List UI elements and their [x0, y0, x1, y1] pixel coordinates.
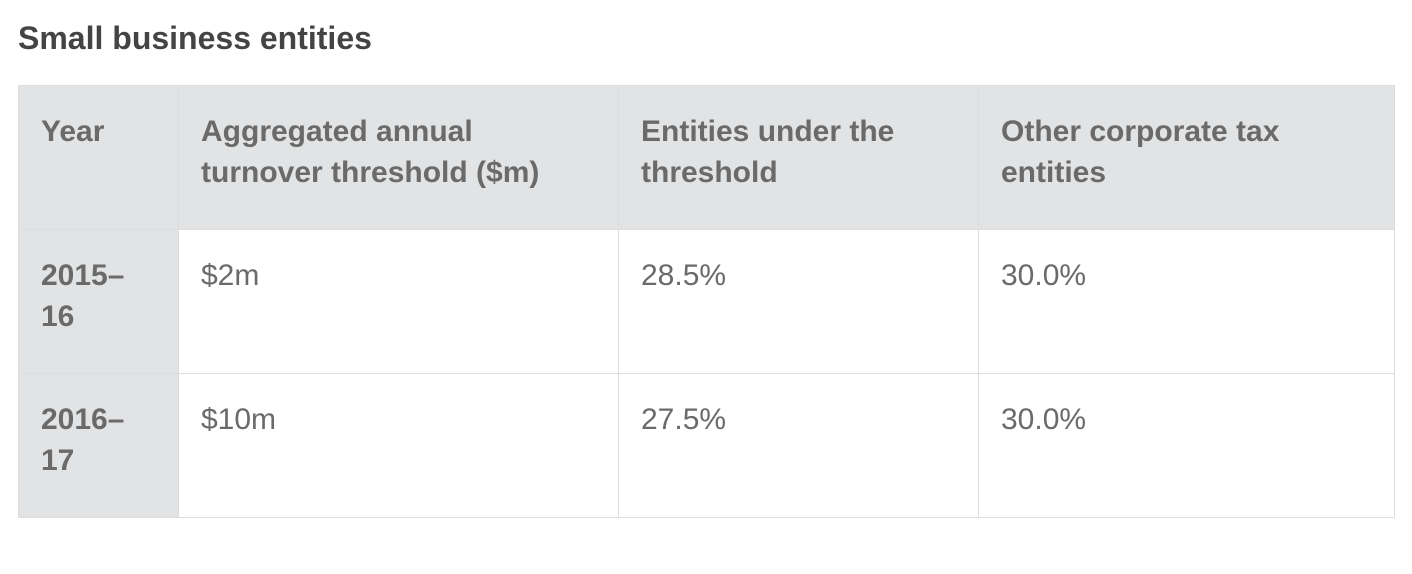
table-row: 2015–16 $2m 28.5% 30.0%: [19, 230, 1395, 374]
cell-other-entities: 30.0%: [979, 230, 1395, 374]
cell-under-threshold: 27.5%: [619, 374, 979, 518]
col-header-year: Year: [19, 86, 179, 230]
page: Small business entities Year Aggregated …: [0, 0, 1412, 538]
cell-other-entities: 30.0%: [979, 374, 1395, 518]
col-header-threshold: Aggregated annual turnover threshold ($m…: [179, 86, 619, 230]
cell-year: 2015–16: [19, 230, 179, 374]
cell-threshold: $2m: [179, 230, 619, 374]
col-header-other-entities: Other corporate tax entities: [979, 86, 1395, 230]
cell-under-threshold: 28.5%: [619, 230, 979, 374]
section-title: Small business entities: [18, 20, 1394, 57]
table-header-row: Year Aggregated annual turnover threshol…: [19, 86, 1395, 230]
table-row: 2016–17 $10m 27.5% 30.0%: [19, 374, 1395, 518]
cell-year: 2016–17: [19, 374, 179, 518]
tax-rate-table: Year Aggregated annual turnover threshol…: [18, 85, 1395, 518]
cell-threshold: $10m: [179, 374, 619, 518]
col-header-under-threshold: Entities under the threshold: [619, 86, 979, 230]
